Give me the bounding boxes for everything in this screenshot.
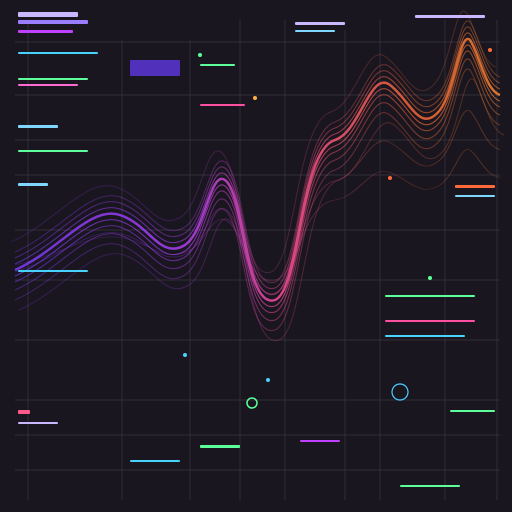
text-bar [455, 185, 495, 188]
text-bar [18, 30, 73, 33]
text-bar [18, 125, 58, 128]
dot [428, 276, 432, 280]
text-bar [415, 15, 485, 18]
decor-dots [183, 48, 492, 409]
text-bar [300, 440, 340, 442]
text-bar [200, 104, 245, 106]
text-bar [200, 445, 240, 448]
ring [391, 383, 409, 401]
dot [388, 176, 392, 180]
text-bar [18, 422, 58, 424]
text-bar [295, 22, 345, 25]
mini-chart [130, 60, 180, 76]
text-bar [400, 485, 460, 487]
text-bar [200, 64, 235, 66]
text-bar [18, 52, 98, 54]
text-bar [455, 195, 495, 197]
text-bar [130, 460, 180, 462]
text-bar [18, 84, 78, 86]
text-bar [385, 295, 475, 297]
text-bar [18, 78, 88, 80]
text-bar [18, 410, 30, 414]
text-bar [18, 150, 88, 152]
text-bar [385, 320, 475, 322]
dot [266, 378, 270, 382]
dot [183, 353, 187, 357]
text-bar [295, 30, 335, 32]
text-bar [18, 20, 88, 24]
dot [253, 96, 257, 100]
text-bar [450, 410, 495, 412]
dot [198, 53, 202, 57]
text-bar [18, 270, 88, 272]
text-bar [18, 183, 48, 186]
placeholder-text-bars [18, 12, 495, 487]
dot [488, 48, 492, 52]
text-bar [385, 335, 465, 337]
text-bar [18, 12, 78, 17]
ring [246, 397, 258, 409]
